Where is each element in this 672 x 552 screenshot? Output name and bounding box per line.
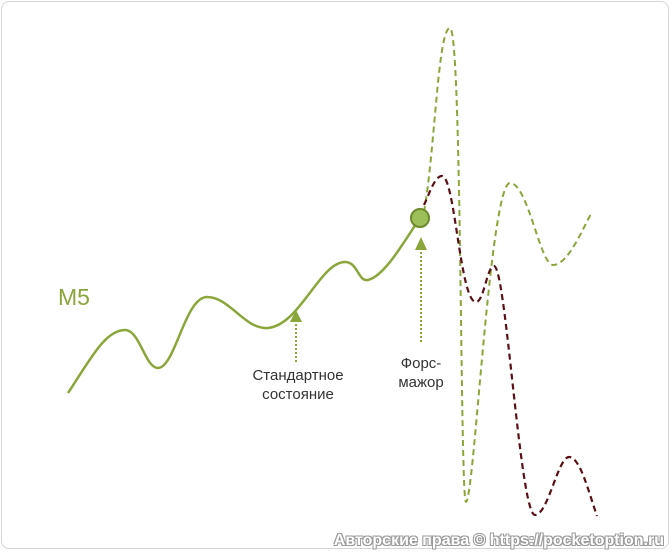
force-majeure-line2: мажор — [398, 374, 444, 391]
normal-state-label: Стандартное состояние — [238, 366, 358, 404]
red-dashed-forecast — [423, 174, 599, 517]
series-label: M5 — [58, 284, 90, 310]
normal-state-line2: состояние — [262, 386, 334, 403]
normal-state-line1: Стандартное — [252, 367, 344, 384]
force-majeure-arrow-icon — [415, 237, 427, 250]
solid-price-line — [66, 217, 422, 394]
copyright-watermark: Авторские права © https://pocketoption.r… — [333, 532, 664, 549]
force-majeure-line1: Форс- — [400, 355, 442, 372]
force-majeure-label: Форс- мажор — [381, 354, 461, 392]
normal-state-arrow-icon — [290, 310, 302, 322]
breakout-point-marker — [410, 208, 430, 228]
green-dashed-forecast — [423, 26, 593, 504]
